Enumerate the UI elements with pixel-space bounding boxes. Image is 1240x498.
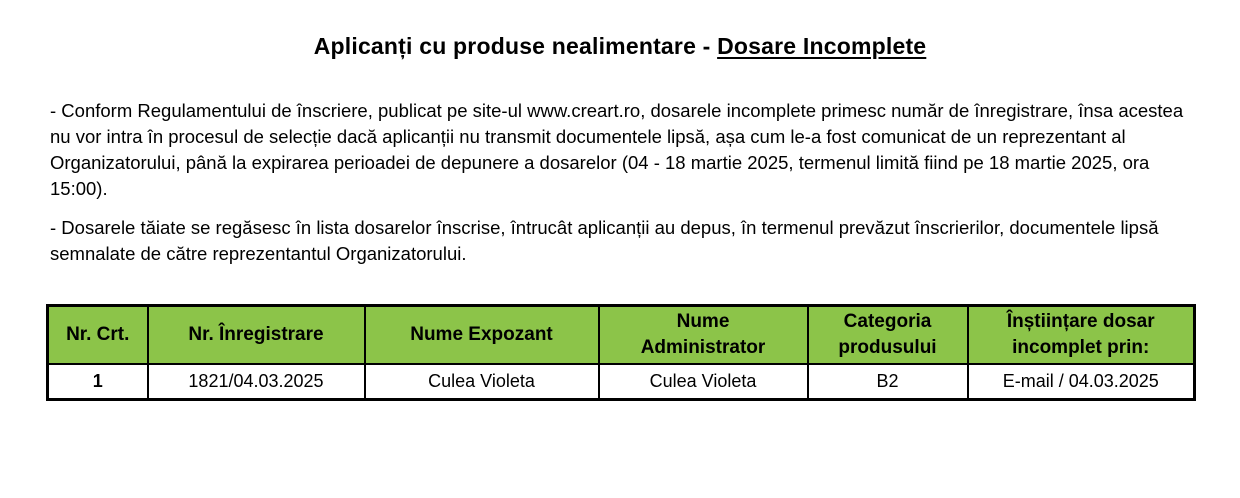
body-text: - Conform Regulamentului de înscriere, p…: [50, 98, 1190, 267]
incomplete-files-table: Nr. Crt. Nr. Înregistrare Nume Expozant …: [46, 304, 1196, 401]
header-nr-crt: Nr. Crt.: [46, 304, 149, 365]
cell-categoria-produsului: B2: [806, 362, 969, 401]
header-nr-inregistrare: Nr. Înregistrare: [146, 304, 366, 365]
page-title-underlined: Dosare Incomplete: [717, 33, 927, 59]
cell-nr-inregistrare: 1821/04.03.2025: [146, 362, 366, 401]
page-title: Aplicanți cu produse nealimentare - Dosa…: [0, 33, 1240, 60]
header-nume-administrator: Nume Administrator: [597, 304, 809, 365]
page-title-prefix: Aplicanți cu produse nealimentare -: [313, 33, 718, 59]
cell-nr-crt: 1: [46, 362, 149, 401]
cell-nume-expozant: Culea Violeta: [363, 362, 600, 401]
cell-instiintare-dosar: E-mail / 04.03.2025: [966, 362, 1196, 401]
table-header-row: Nr. Crt. Nr. Înregistrare Nume Expozant …: [46, 304, 1196, 365]
table-row: 1 1821/04.03.2025 Culea Violeta Culea Vi…: [46, 362, 1196, 401]
paragraph-crossed-files-note: - Dosarele tăiate se regăsesc în lista d…: [50, 217, 1159, 264]
paragraph-registration-rule: - Conform Regulamentului de înscriere, p…: [50, 100, 1184, 199]
header-instiintare-dosar: Înștiințare dosar incomplet prin:: [966, 304, 1196, 365]
header-nume-expozant: Nume Expozant: [363, 304, 600, 365]
document-page: Aplicanți cu produse nealimentare - Dosa…: [0, 33, 1240, 498]
header-categoria-produsului: Categoria produsului: [806, 304, 969, 365]
cell-nume-administrator: Culea Violeta: [597, 362, 809, 401]
